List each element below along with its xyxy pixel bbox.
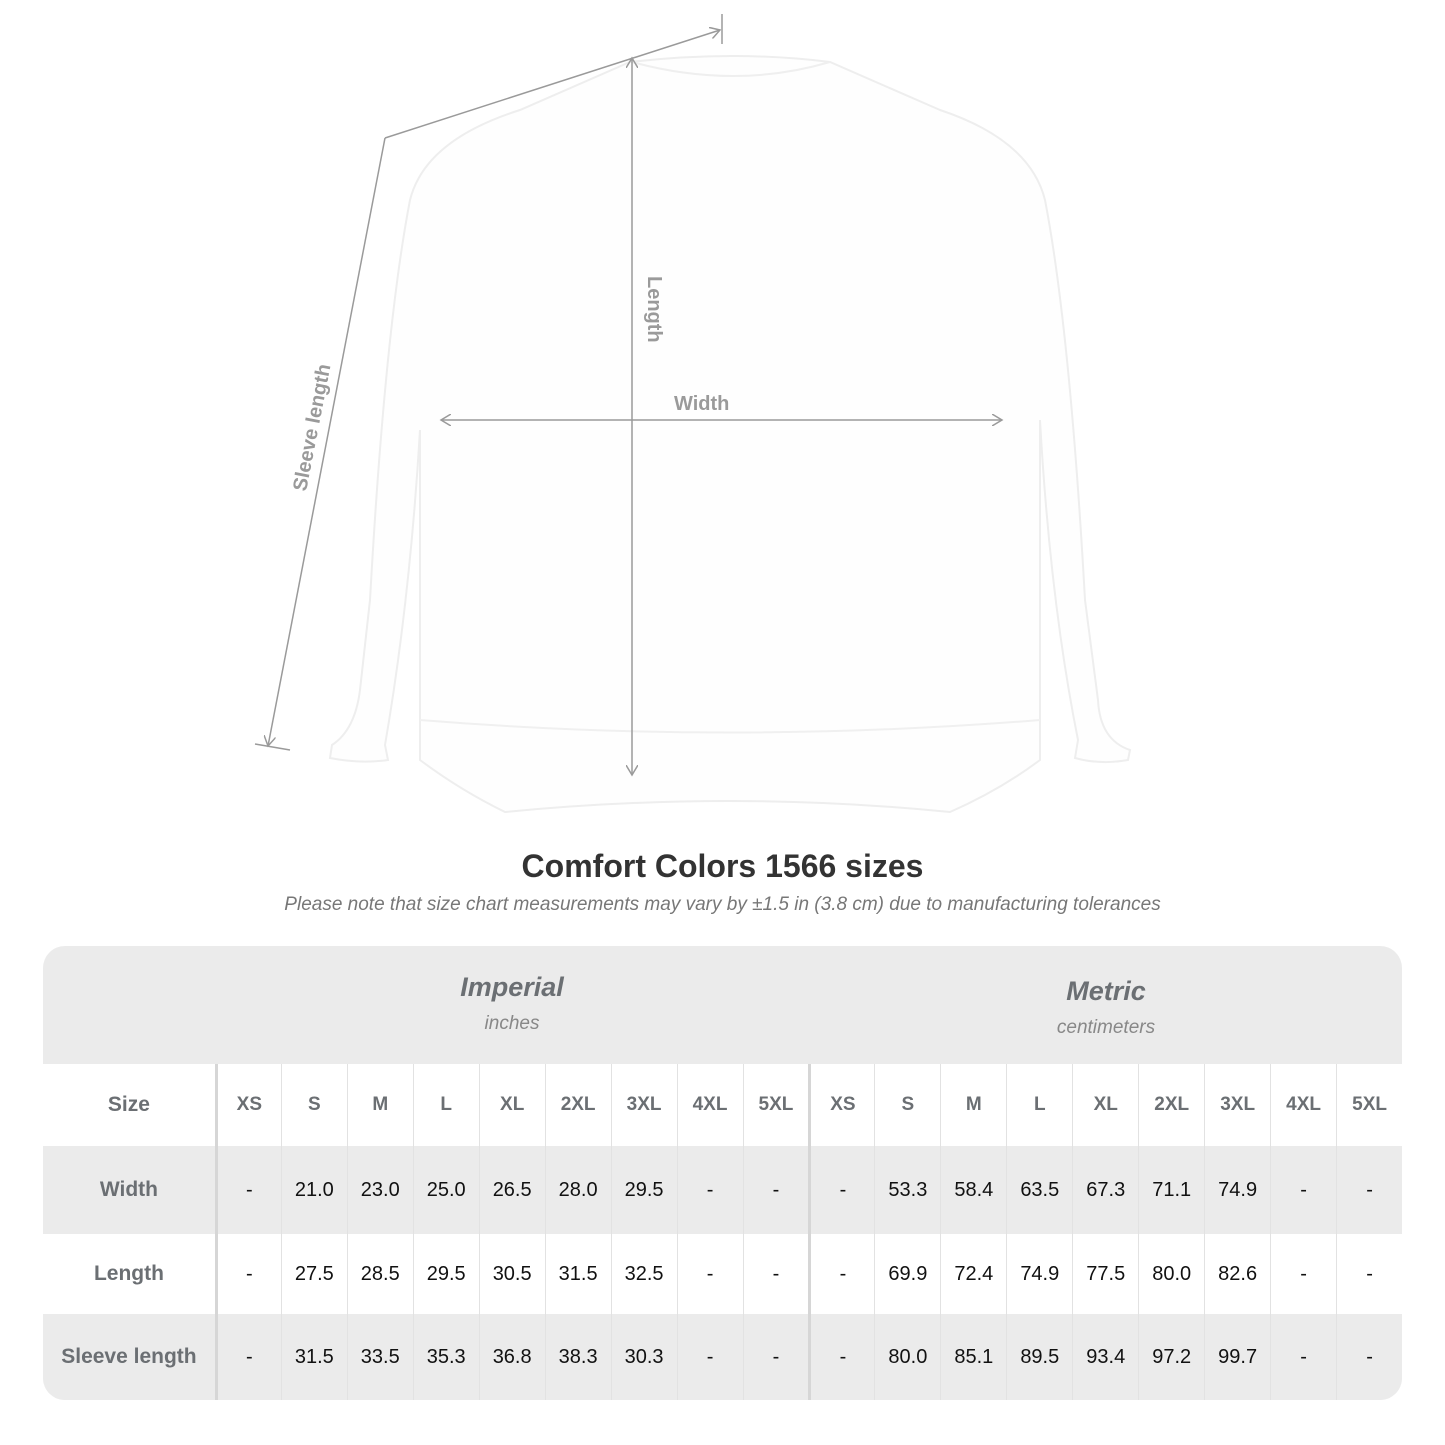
imperial-value-cell: 32.5 (610, 1234, 677, 1314)
imperial-value-cell: 25.0 (412, 1146, 479, 1234)
imperial-size-header: 2XL (544, 1064, 611, 1146)
width-label: Width (674, 393, 729, 415)
metric-size-header: XL (1072, 1064, 1138, 1146)
imperial-size-header: 5XL (742, 1064, 809, 1146)
size-column-header: Size (107, 1093, 150, 1116)
metric-size-header: M (940, 1064, 1006, 1146)
metric-value-cell: - (1336, 1314, 1402, 1400)
size-header-row: Size XS S M L XL 2XL 3XL 4XL 5XL XS S M L XL 2XL 3XL 4XL 5… (43, 1064, 1402, 1146)
metric-value-cell: 80.0 (874, 1314, 940, 1400)
imperial-value-cell: - (742, 1234, 809, 1314)
row-label: Length (93, 1262, 164, 1285)
metric-header: Metric centimeters (809, 946, 1402, 1094)
imperial-value-cell: 28.0 (544, 1146, 611, 1234)
imperial-value-cell: 29.5 (610, 1146, 677, 1234)
imperial-value-cell: - (214, 1314, 281, 1400)
metric-value-cell: 82.6 (1204, 1234, 1270, 1314)
imperial-size-header: 4XL (676, 1064, 743, 1146)
metric-value-cell: 80.0 (1138, 1234, 1204, 1314)
metric-value-cell: - (1336, 1234, 1402, 1314)
imperial-size-header: L (412, 1064, 479, 1146)
metric-size-header: 2XL (1138, 1064, 1204, 1146)
imperial-value-cell: 36.8 (478, 1314, 545, 1400)
tolerance-note: Please note that size chart measurements… (284, 894, 1161, 915)
metric-size-header: L (1006, 1064, 1072, 1146)
imperial-value-cell: - (742, 1146, 809, 1234)
metric-size-header: 4XL (1270, 1064, 1336, 1146)
sweatshirt-diagram: Length Width Sleeve length (254, 14, 1132, 814)
table-row: Length -27.5 28.5 29.5 30.5 31.5 32.5- - -69.9 72… (43, 1234, 1402, 1314)
imperial-value-cell: 35.3 (412, 1314, 479, 1400)
imperial-value-cell: 27.5 (280, 1234, 347, 1314)
metric-value-cell: - (1270, 1146, 1336, 1234)
metric-size-header: S (874, 1064, 940, 1146)
metric-value-cell: 58.4 (940, 1146, 1006, 1234)
imperial-unit: inches (484, 1013, 540, 1034)
metric-size-header: XS (808, 1064, 874, 1146)
imperial-value-cell: 28.5 (346, 1234, 413, 1314)
imperial-value-cell: 26.5 (478, 1146, 545, 1234)
imperial-label: Imperial (460, 972, 564, 1002)
length-label: Length (643, 276, 665, 343)
table-row: Width -21.0 23.0 25.0 26.5 28.0 29.5- - -53.3 58.… (43, 1146, 1402, 1234)
metric-value-cell: 93.4 (1072, 1314, 1138, 1400)
imperial-value-cell: - (742, 1314, 809, 1400)
metric-value-cell: 97.2 (1138, 1314, 1204, 1400)
metric-label: Metric (1066, 976, 1146, 1006)
metric-value-cell: 85.1 (940, 1314, 1006, 1400)
row-label: Sleeve length (61, 1345, 197, 1368)
imperial-value-cell: 23.0 (346, 1146, 413, 1234)
imperial-value-cell: 21.0 (280, 1146, 347, 1234)
imperial-value-cell: 38.3 (544, 1314, 611, 1400)
metric-value-cell: - (1336, 1146, 1402, 1234)
metric-value-cell: - (808, 1146, 874, 1234)
metric-value-cell: 69.9 (874, 1234, 940, 1314)
imperial-value-cell: 29.5 (412, 1234, 479, 1314)
imperial-value-cell: 31.5 (544, 1234, 611, 1314)
metric-value-cell: - (1270, 1234, 1336, 1314)
table-row: Sleeve length -31.5 33.5 35.3 36.8 38.3 30.3- -… (43, 1314, 1402, 1400)
metric-value-cell: - (808, 1314, 874, 1400)
metric-size-header: 3XL (1204, 1064, 1270, 1146)
metric-size-header: 5XL (1336, 1064, 1402, 1146)
imperial-value-cell: 30.5 (478, 1234, 545, 1314)
page-title: Comfort Colors 1566 sizes (521, 848, 924, 884)
metric-value-cell: 53.3 (874, 1146, 940, 1234)
imperial-value-cell: - (676, 1146, 743, 1234)
metric-value-cell: 72.4 (940, 1234, 1006, 1314)
metric-value-cell: 99.7 (1204, 1314, 1270, 1400)
metric-value-cell: - (808, 1234, 874, 1314)
sleeve-top-line (384, 30, 720, 139)
imperial-size-header: XL (478, 1064, 545, 1146)
sleeve-length-line (268, 137, 386, 746)
imperial-value-cell: - (214, 1234, 281, 1314)
metric-value-cell: 74.9 (1006, 1234, 1072, 1314)
metric-value-cell: 71.1 (1138, 1146, 1204, 1234)
size-chart-table: Imperial inches Metric centimeters Size X… (43, 946, 1402, 1400)
sleeve-end-tick-bottom (254, 743, 291, 751)
metric-value-cell: - (1270, 1314, 1336, 1400)
row-label: Width (99, 1178, 158, 1201)
imperial-size-header: M (346, 1064, 413, 1146)
imperial-header: Imperial inches (215, 946, 809, 1090)
metric-value-cell: 74.9 (1204, 1146, 1270, 1234)
imperial-value-cell: 31.5 (280, 1314, 347, 1400)
metric-value-cell: 67.3 (1072, 1146, 1138, 1234)
metric-value-cell: 77.5 (1072, 1234, 1138, 1314)
imperial-value-cell: - (676, 1314, 743, 1400)
imperial-value-cell: - (214, 1146, 281, 1234)
imperial-value-cell: - (676, 1234, 743, 1314)
metric-value-cell: 63.5 (1006, 1146, 1072, 1234)
sweatshirt-illustration (328, 55, 1132, 814)
metric-value-cell: 89.5 (1006, 1314, 1072, 1400)
imperial-size-header: XS (214, 1064, 281, 1146)
imperial-size-header: S (280, 1064, 347, 1146)
measure-lines (254, 14, 1002, 775)
imperial-value-cell: 33.5 (346, 1314, 413, 1400)
metric-unit: centimeters (1056, 1017, 1156, 1038)
imperial-size-header: 3XL (610, 1064, 677, 1146)
imperial-value-cell: 30.3 (610, 1314, 677, 1400)
